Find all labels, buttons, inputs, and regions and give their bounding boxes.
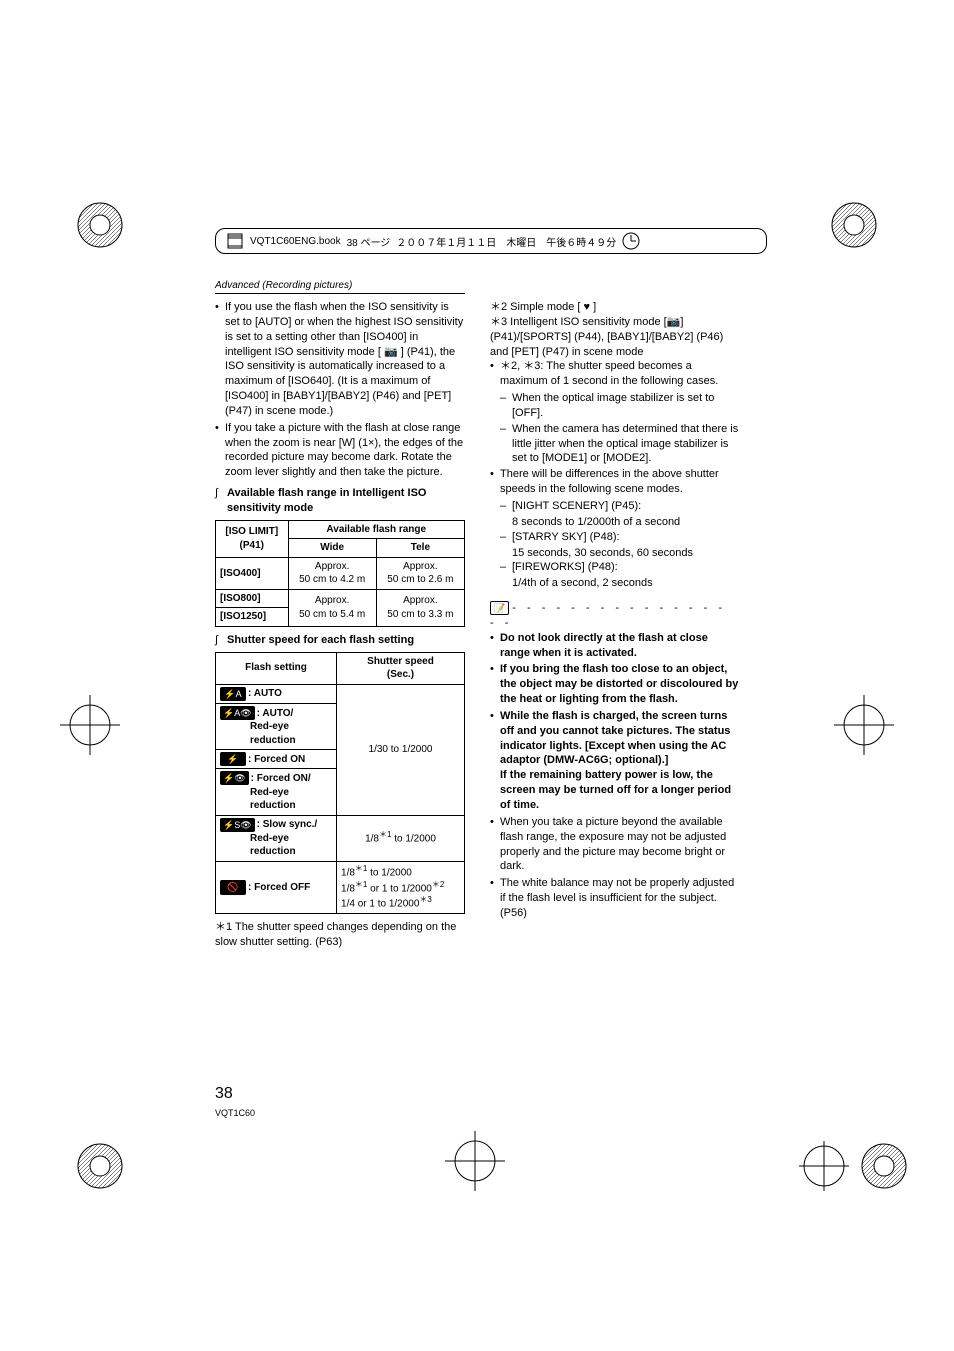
cell-speed-group1: 1/30 to 1/2000 <box>337 684 465 815</box>
left-bullet-1: •If you use the flash when the ISO sensi… <box>215 300 465 419</box>
cell-auto-redeye: ⚡A👁: AUTO/ Red-eyereduction <box>216 703 337 749</box>
print-header: VQT1C60ENG.book 38 ページ ２００７年１月１１日 木曜日 午後… <box>215 228 767 254</box>
right-sub-ois-off: –When the optical image stabilizer is se… <box>500 391 740 421</box>
cell-iso800-tele: Approx. 50 cm to 3.3 m <box>376 589 464 626</box>
left-heading-flash-range: ∫Available flash range in Intelligent IS… <box>215 486 465 516</box>
right-sub-night: –[NIGHT SCENERY] (P45): <box>500 499 740 514</box>
right-sub-starry-val: 15 seconds, 30 seconds, 60 seconds <box>512 546 740 561</box>
right-bullet-s23: •＊2, ＊3: The shutter speed becomes a max… <box>490 359 740 389</box>
note-look-directly: •Do not look directly at the flash at cl… <box>490 631 740 661</box>
footnote-star1: ＊1 The shutter speed changes depending o… <box>215 920 465 950</box>
th-flash-setting: Flash setting <box>216 652 337 684</box>
note-divider: 📝 - - - - - - - - - - - - - - - - - <box>490 601 740 631</box>
cell-iso400-wide: Approx. 50 cm to 4.2 m <box>288 557 376 589</box>
flash-slow-icon: ⚡S👁 <box>220 818 255 832</box>
section-header: Advanced (Recording pictures) <box>215 280 465 294</box>
note-beyond-range: •When you take a picture beyond the avai… <box>490 815 740 874</box>
cell-iso800: [ISO800] <box>216 589 289 608</box>
cell-iso400: [ISO400] <box>216 557 289 589</box>
note-white-balance: •The white balance may not be properly a… <box>490 876 740 921</box>
right-sub-night-val: 8 seconds to 1/2000th of a second <box>512 515 740 530</box>
note-charged: • While the flash is charged, the screen… <box>490 709 740 813</box>
th-shutter-speed: Shutter speed (Sec.) <box>337 652 465 684</box>
footnote-star2: ＊2 Simple mode [ ♥ ] <box>490 300 740 315</box>
right-sub-starry: –[STARRY SKY] (P48): <box>500 530 740 545</box>
note-icon: 📝 <box>490 601 509 615</box>
page-number: 38 <box>215 1085 233 1103</box>
cell-forced-on: ⚡: Forced ON <box>216 750 337 769</box>
shutter-speed-table: Flash setting Shutter speed (Sec.) ⚡A: A… <box>215 652 465 915</box>
header-filename: VQT1C60ENG.book <box>250 236 341 247</box>
right-sub-fireworks: –[FIREWORKS] (P48): <box>500 560 740 575</box>
flash-on-redeye-icon: ⚡👁 <box>220 771 249 785</box>
th-available-range: Available flash range <box>288 520 464 539</box>
right-bullet-diff: •There will be differences in the above … <box>490 467 740 497</box>
cell-forced-on-redeye: ⚡👁: Forced ON/ Red-eyereduction <box>216 769 337 815</box>
flash-off-icon: 🚫 <box>220 880 246 894</box>
cell-forced-off: 🚫: Forced OFF <box>216 861 337 913</box>
right-sub-ois-mode: –When the camera has determined that the… <box>500 422 740 467</box>
cell-iso1250: [ISO1250] <box>216 608 289 627</box>
cell-iso400-tele: Approx. 50 cm to 2.6 m <box>376 557 464 589</box>
cell-slow-sync: ⚡S👁: Slow sync./ Red-eyereduction <box>216 815 337 861</box>
left-bullet-2: •If you take a picture with the flash at… <box>215 421 465 480</box>
left-heading-shutter-speed: ∫Shutter speed for each flash setting <box>215 633 465 648</box>
header-page: 38 ページ <box>347 234 391 249</box>
note-too-close: •If you bring the flash too close to an … <box>490 662 740 707</box>
flash-auto-icon: ⚡A <box>220 687 246 701</box>
th-tele: Tele <box>376 539 464 558</box>
cell-speed-slow: 1/8＊1 to 1/2000 <box>337 815 465 861</box>
cell-auto: ⚡A: AUTO <box>216 684 337 703</box>
flash-auto-redeye-icon: ⚡A👁 <box>220 706 255 720</box>
right-sub-fireworks-val: 1/4th of a second, 2 seconds <box>512 576 740 591</box>
page-code: VQT1C60 <box>215 1108 255 1118</box>
flash-range-table: [ISO LIMIT] (P41) Available flash range … <box>215 520 465 627</box>
flash-on-icon: ⚡ <box>220 752 246 766</box>
cell-iso800-wide: Approx. 50 cm to 5.4 m <box>288 589 376 626</box>
th-wide: Wide <box>288 539 376 558</box>
cell-speed-off: 1/8＊1 to 1/2000 1/8＊1 or 1 to 1/2000＊2 1… <box>337 861 465 913</box>
footnote-star3: ＊3 Intelligent ISO sensitivity mode [📷] … <box>490 315 740 360</box>
th-iso-limit: [ISO LIMIT] (P41) <box>216 520 289 557</box>
header-date: ２００７年１月１１日 木曜日 午後６時４９分 <box>396 234 616 249</box>
